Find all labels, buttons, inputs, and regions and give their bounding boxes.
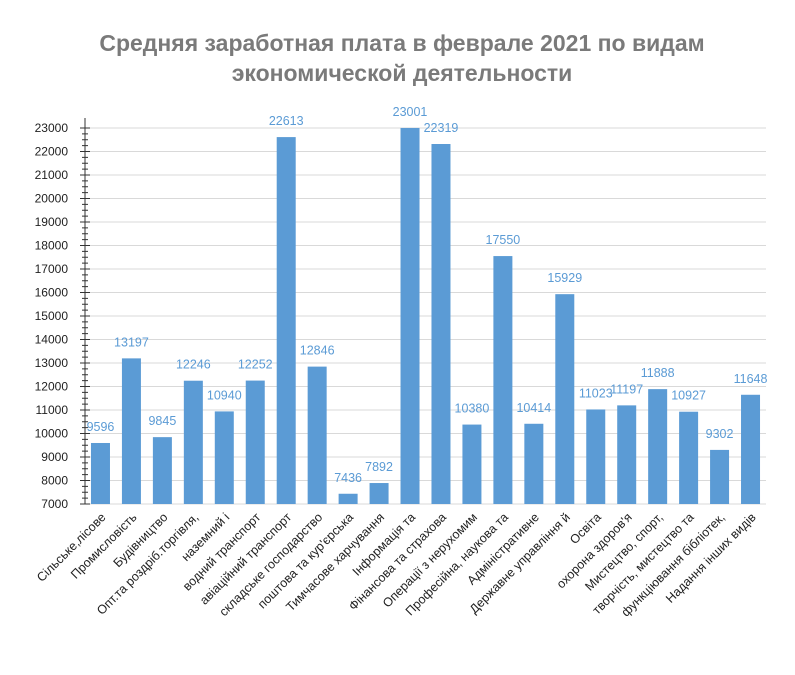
y-tick-label: 19000 bbox=[35, 215, 69, 229]
bar bbox=[586, 409, 606, 504]
y-tick-label: 22000 bbox=[35, 145, 69, 159]
bar bbox=[555, 294, 575, 504]
data-labels: 9596 13197 9845 12246 10940 12252 22613 12846 74… bbox=[87, 105, 768, 485]
data-label: 9845 bbox=[148, 414, 176, 428]
bar bbox=[245, 380, 265, 504]
data-label: 10927 bbox=[671, 389, 706, 403]
y-tick-label: 14000 bbox=[35, 333, 69, 347]
bar bbox=[710, 449, 730, 504]
bar bbox=[183, 380, 203, 504]
bar bbox=[121, 358, 141, 504]
data-label: 11888 bbox=[641, 366, 675, 380]
data-label: 12252 bbox=[238, 358, 273, 372]
data-label: 11197 bbox=[610, 382, 643, 396]
data-label: 11023 bbox=[579, 386, 613, 400]
y-tick-label: 20000 bbox=[35, 192, 69, 206]
y-tick-label: 10000 bbox=[35, 427, 69, 441]
bar bbox=[338, 493, 358, 504]
bar bbox=[276, 137, 296, 505]
y-tick-label: 23000 bbox=[35, 121, 69, 135]
data-label: 10414 bbox=[516, 401, 551, 415]
chart-title-line-2: экономической деятельности bbox=[232, 60, 573, 86]
data-label: 7892 bbox=[365, 460, 393, 474]
y-tick-label: 13000 bbox=[35, 356, 69, 370]
y-tick-label: 21000 bbox=[35, 168, 69, 182]
data-label: 12846 bbox=[300, 344, 335, 358]
y-tick-label: 7000 bbox=[41, 497, 68, 511]
y-tick-label: 8000 bbox=[41, 474, 68, 488]
bar bbox=[493, 256, 513, 504]
data-label: 10380 bbox=[455, 402, 490, 416]
bar bbox=[462, 424, 482, 504]
data-label: 12246 bbox=[176, 358, 211, 372]
chart-title-line-1: Средняя заработная плата в феврале 2021 … bbox=[99, 30, 704, 56]
bar bbox=[617, 405, 637, 504]
data-label: 22319 bbox=[424, 121, 459, 135]
x-axis: Сільське,лісовеПромисловістьБудівництвоО… bbox=[34, 510, 759, 619]
data-label: 13197 bbox=[114, 335, 149, 349]
y-tick-label: 11000 bbox=[36, 403, 69, 417]
data-label: 9596 bbox=[87, 420, 115, 434]
bar bbox=[431, 144, 451, 505]
bar bbox=[214, 411, 234, 504]
y-axis: 7000 8000 9000 10000 11000 12000 13000 14000 150… bbox=[35, 118, 90, 511]
bar bbox=[90, 442, 110, 504]
bar bbox=[369, 483, 389, 504]
data-label: 23001 bbox=[393, 105, 428, 119]
bars bbox=[90, 127, 761, 505]
bar bbox=[152, 437, 172, 504]
bar bbox=[524, 423, 544, 504]
bar bbox=[648, 389, 668, 504]
data-label: 10940 bbox=[207, 388, 242, 402]
y-tick-label: 17000 bbox=[35, 262, 69, 276]
data-label: 7436 bbox=[334, 471, 362, 485]
data-label: 17550 bbox=[486, 233, 521, 247]
data-label: 11648 bbox=[734, 372, 768, 386]
y-tick-label: 9000 bbox=[41, 450, 68, 464]
data-label: 15929 bbox=[547, 271, 582, 285]
y-tick-label: 15000 bbox=[35, 309, 69, 323]
data-label: 9302 bbox=[706, 427, 734, 441]
bar bbox=[400, 127, 420, 504]
y-tick-label: 18000 bbox=[35, 239, 69, 253]
bar bbox=[307, 366, 327, 504]
bar bbox=[741, 394, 761, 504]
y-tick-label: 12000 bbox=[35, 380, 69, 394]
y-tick-label: 16000 bbox=[35, 286, 69, 300]
bar bbox=[679, 411, 699, 504]
data-label: 22613 bbox=[269, 114, 304, 128]
